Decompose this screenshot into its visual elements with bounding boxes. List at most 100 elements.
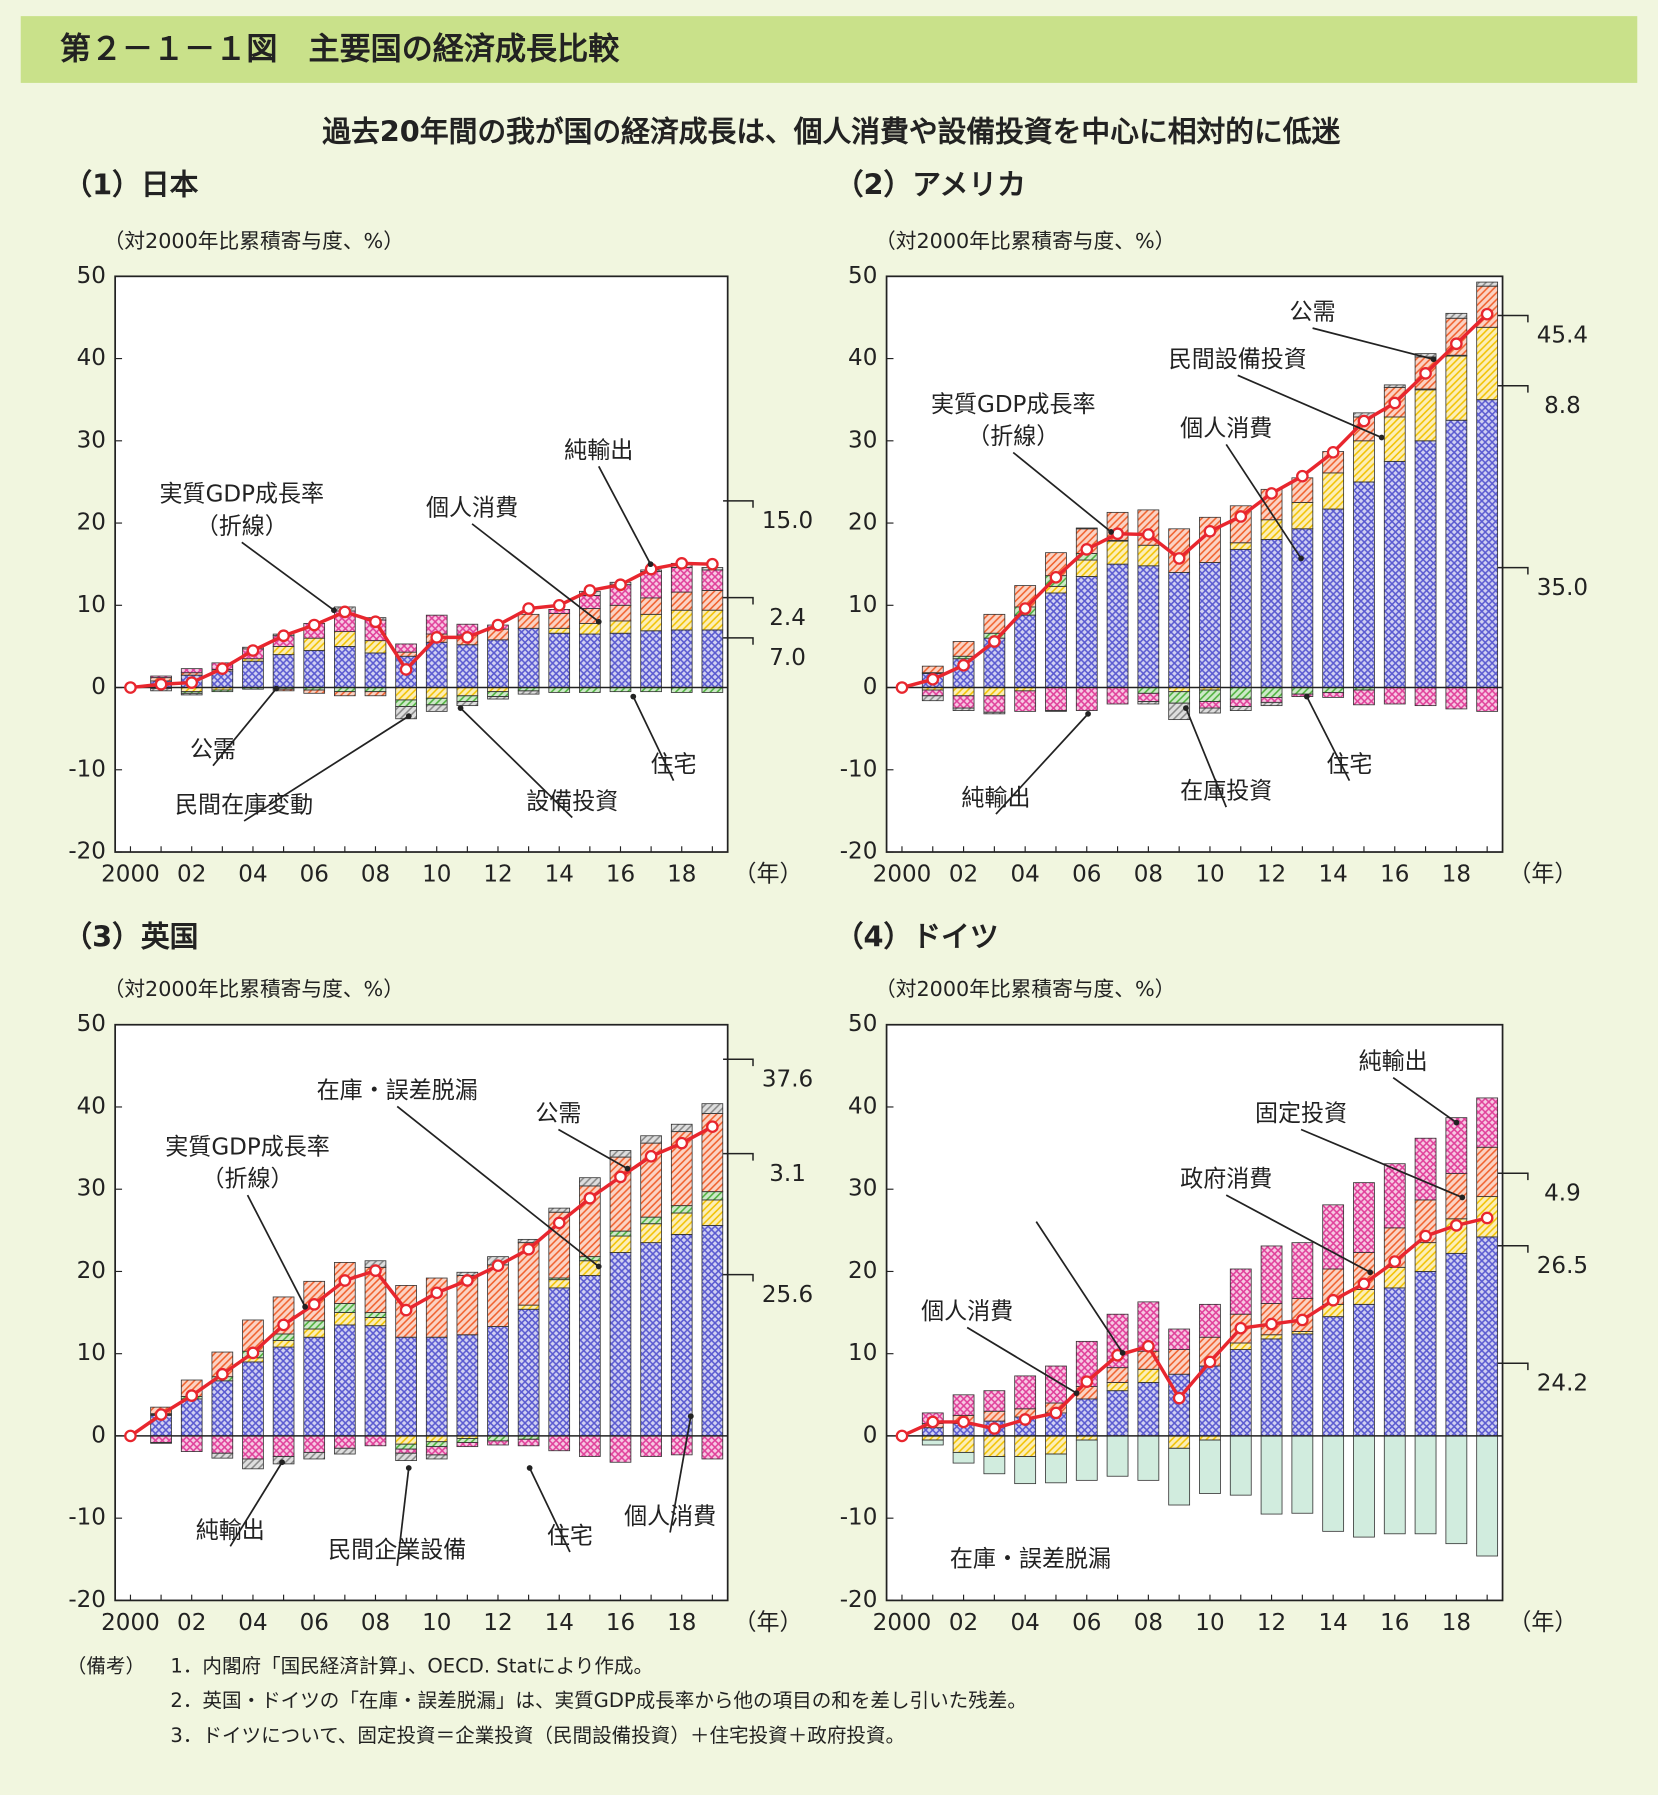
y-tick-label: 10 <box>77 1340 106 1366</box>
bar-segment <box>211 1380 234 1437</box>
leader-head <box>1085 710 1091 717</box>
panel-title: （2）アメリカ <box>835 168 1026 202</box>
x-tick-label: 14 <box>1319 862 1348 888</box>
x-tick-label: 18 <box>667 862 696 888</box>
annotation: 民間在庫変動 <box>175 792 313 818</box>
bar-segment <box>1445 687 1468 710</box>
plot-area <box>114 275 729 853</box>
annotation: 公需 <box>1290 300 1336 326</box>
leader-line <box>1012 451 1112 533</box>
bar-segment <box>1322 1435 1345 1532</box>
note-label: （備考） <box>67 1655 145 1678</box>
gdp-marker <box>1111 527 1124 541</box>
gdp-marker <box>895 1429 909 1443</box>
bar-segment <box>983 695 1006 713</box>
bar-segment <box>395 1336 417 1437</box>
bar-segment <box>395 699 417 707</box>
bar-segment <box>548 613 571 629</box>
x-tick-label: 14 <box>1319 1610 1348 1636</box>
bar-segment <box>1168 1349 1191 1375</box>
bar-segment <box>609 1150 632 1158</box>
bar-segment <box>1229 1435 1252 1496</box>
y-tick-label: 50 <box>77 1011 106 1037</box>
bar-segment <box>242 1361 264 1437</box>
bar-segment <box>640 1242 662 1437</box>
bar-segment <box>701 1103 724 1114</box>
annotation: 住宅 <box>651 752 697 778</box>
x-tick-label: 10 <box>422 862 451 888</box>
bar-segment <box>1168 571 1191 688</box>
leader-head <box>1108 529 1114 535</box>
y-tick-label: 30 <box>77 427 106 453</box>
bar-segment <box>1168 1435 1191 1449</box>
bar-segment <box>1291 693 1314 697</box>
bar-segment <box>983 1390 1006 1412</box>
leader-head <box>630 693 637 700</box>
gdp-marker <box>1296 1313 1309 1327</box>
bar-segment <box>952 687 975 697</box>
bar-segment <box>1199 1439 1221 1494</box>
bar-segment <box>334 1435 356 1449</box>
bar-segment <box>983 711 1006 715</box>
x-tick-label: 10 <box>422 1610 451 1636</box>
leader-head <box>331 607 337 614</box>
x-tick-label: 04 <box>1011 1610 1040 1636</box>
bar-segment <box>609 620 632 634</box>
bar-segment <box>701 629 724 688</box>
bar-segment <box>921 665 944 674</box>
y-tick-label: 20 <box>848 1258 877 1284</box>
x-tick-label: 16 <box>1380 1610 1409 1636</box>
bar-segment <box>1383 1435 1406 1535</box>
panel-title: （3）英国 <box>63 919 198 953</box>
leader-head <box>687 1413 694 1420</box>
annotation: 在庫・誤差脱漏 <box>950 1547 1111 1573</box>
bar-segment <box>1353 440 1375 483</box>
gdp-marker <box>1326 445 1340 459</box>
bar-segment <box>334 1447 356 1455</box>
bar-segment <box>952 1435 975 1453</box>
gdp-marker <box>644 1149 658 1163</box>
leader-head <box>1073 1390 1080 1397</box>
annotation: 個人消費 <box>921 1299 1013 1325</box>
gdp-marker <box>216 1367 229 1381</box>
leader-head <box>302 1303 309 1310</box>
end-label-bracket <box>723 1152 754 1161</box>
bar-segment <box>272 1340 295 1348</box>
gdp-marker <box>1049 571 1063 584</box>
annotation: 政府消費 <box>1180 1167 1272 1193</box>
bar-segment <box>983 613 1006 634</box>
bar-segment <box>579 1435 601 1457</box>
bar-segment <box>1353 481 1375 688</box>
y-tick-label: 0 <box>91 674 106 700</box>
y-tick-label: -20 <box>68 1587 106 1613</box>
bar-segment <box>1075 527 1098 530</box>
bar-segment <box>1383 1266 1406 1289</box>
bar-segment <box>1137 544 1160 567</box>
bar-segment <box>1014 1456 1037 1485</box>
end-label: 45.4 <box>1537 323 1588 349</box>
x-tick-label: 08 <box>361 862 390 888</box>
leader-head <box>279 1459 285 1466</box>
gdp-marker <box>185 1389 199 1402</box>
leader-head <box>1430 356 1437 363</box>
leader-line <box>241 541 335 611</box>
leader-line <box>459 707 573 819</box>
bar-segment <box>701 590 724 611</box>
y-tick-label: 10 <box>848 1340 877 1366</box>
bar-segment <box>1137 701 1160 705</box>
annotation: 住宅 <box>1326 752 1372 778</box>
bar-segment <box>395 1443 417 1450</box>
bar-segment <box>1229 687 1252 700</box>
gdp-marker <box>1388 396 1402 410</box>
bar-segment <box>1106 1435 1129 1477</box>
bar-segment <box>1445 1252 1468 1437</box>
x-tick-label: 10 <box>1195 862 1224 888</box>
bar-segment <box>395 1448 417 1454</box>
bar-segment <box>1383 384 1406 388</box>
leader-line <box>212 687 278 767</box>
end-label: 3.1 <box>769 1161 806 1187</box>
y-tick-label: 30 <box>77 1176 106 1202</box>
x-tick-label: 08 <box>1134 862 1163 888</box>
x-tick-label: 06 <box>1072 862 1101 888</box>
leader-line <box>1185 707 1228 808</box>
